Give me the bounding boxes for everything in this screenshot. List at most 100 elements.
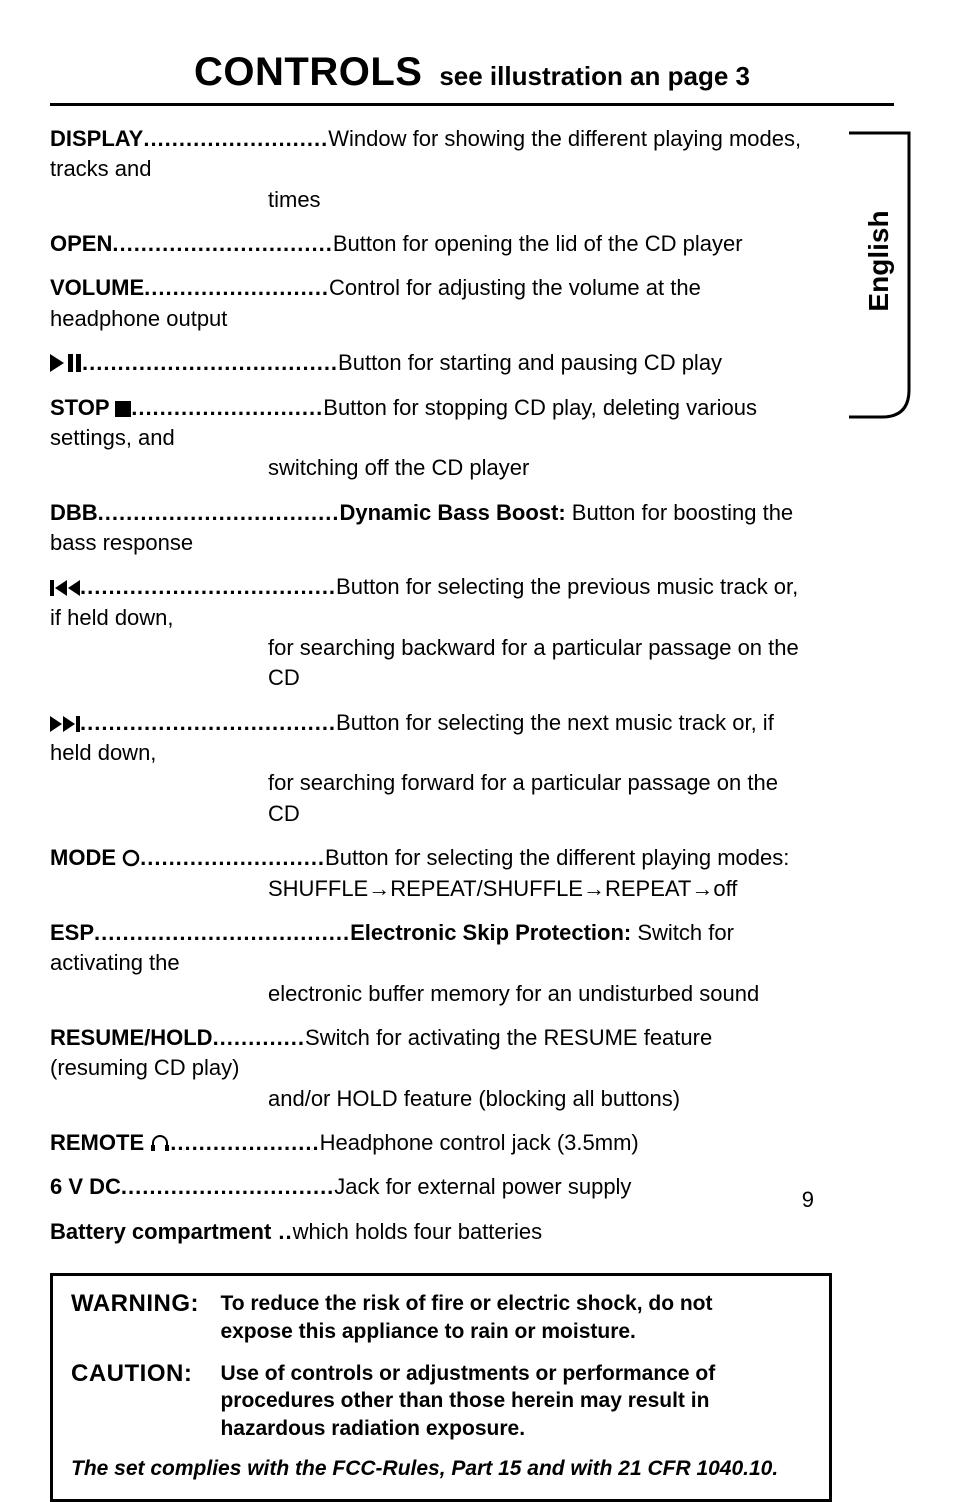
control-description: Button for opening the lid of the CD pla…	[333, 231, 743, 256]
control-term-icon	[50, 574, 80, 599]
control-row: ....................................Butt…	[50, 348, 810, 378]
control-row: REMOTE .....................Headphone co…	[50, 1128, 810, 1158]
mode-circle-icon	[122, 849, 140, 867]
control-term: REMOTE .....................	[50, 1130, 320, 1155]
play-pause-icon	[50, 354, 82, 372]
control-term: ....................................	[50, 574, 336, 599]
page-heading: CONTROLS see illustration an page 3	[50, 50, 894, 95]
control-desc-continuation: electronic buffer memory for an undistur…	[268, 979, 810, 1009]
control-term: 6 V DC..............................	[50, 1174, 334, 1199]
control-emphasis: Electronic Skip Protection:	[350, 920, 637, 945]
heading-rule	[50, 103, 894, 106]
control-term-text: VOLUME	[50, 275, 144, 300]
control-term-text: MODE	[50, 845, 122, 870]
warning-text: To reduce the risk of fire or electric s…	[220, 1290, 780, 1345]
dot-leader: .............	[213, 1025, 305, 1050]
control-description: Button for selecting the different playi…	[325, 845, 789, 870]
control-desc-continuation: SHUFFLE→REPEAT/SHUFFLE→REPEAT→off	[268, 874, 810, 904]
next-track-icon	[50, 716, 80, 732]
control-desc-continuation: for searching backward for a particular …	[268, 633, 810, 694]
control-desc-text: Jack for external power supply	[334, 1174, 631, 1199]
language-tab-label: English	[863, 210, 895, 311]
control-row: DBB..................................Dyn…	[50, 498, 810, 559]
control-row: 6 V DC..............................Jack…	[50, 1172, 810, 1202]
control-term: MODE ..........................	[50, 845, 325, 870]
control-row: ....................................Butt…	[50, 572, 810, 693]
control-term: DISPLAY..........................	[50, 126, 328, 151]
controls-list: DISPLAY..........................Window …	[50, 124, 810, 1247]
control-term: VOLUME..........................	[50, 275, 329, 300]
control-term: Battery compartment ..	[50, 1219, 293, 1244]
control-term-text: 6 V DC	[50, 1174, 121, 1199]
control-row: STOP ...........................Button f…	[50, 393, 810, 484]
dot-leader: ....................................	[80, 710, 336, 735]
dot-leader: ....................................	[80, 574, 336, 599]
caution-row: CAUTION: Use of controls or adjustments …	[71, 1360, 811, 1443]
control-description: Jack for external power supply	[334, 1174, 631, 1199]
control-term-text: STOP	[50, 395, 115, 420]
dot-leader: ..................................	[98, 500, 340, 525]
control-term-icon	[115, 395, 131, 420]
control-row: DISPLAY..........................Window …	[50, 124, 810, 215]
control-term-icon	[150, 1130, 170, 1155]
language-tab: English	[846, 130, 912, 420]
control-row: ....................................Butt…	[50, 708, 810, 829]
control-row: Battery compartment ..which holds four b…	[50, 1217, 810, 1247]
control-term-text: Battery compartment	[50, 1219, 271, 1244]
headphones-icon	[150, 1134, 170, 1152]
control-row: OPEN...............................Butto…	[50, 229, 810, 259]
control-desc-text: Button for starting and pausing CD play	[338, 350, 722, 375]
control-desc-text: Button for opening the lid of the CD pla…	[333, 231, 743, 256]
page-number: 9	[802, 1187, 814, 1213]
stop-icon	[115, 401, 131, 417]
control-term: ....................................	[50, 350, 338, 375]
dot-leader: ..........................	[143, 126, 328, 151]
dot-leader: ....................................	[82, 350, 338, 375]
dot-leader: ..	[271, 1219, 292, 1244]
caution-label: CAUTION:	[71, 1360, 216, 1388]
dot-leader: .....................	[170, 1130, 319, 1155]
control-term: RESUME/HOLD.............	[50, 1025, 305, 1050]
control-term-text: DISPLAY	[50, 126, 143, 151]
warning-label: WARNING:	[71, 1290, 216, 1318]
control-term-icon	[122, 845, 140, 870]
dot-leader: ..............................	[121, 1174, 334, 1199]
control-term-text: RESUME/HOLD	[50, 1025, 213, 1050]
caution-text: Use of controls or adjustments or perfor…	[220, 1360, 780, 1443]
manual-page: CONTROLS see illustration an page 3 Engl…	[0, 0, 954, 1273]
control-term: ESP....................................	[50, 920, 350, 945]
control-term: DBB..................................	[50, 500, 340, 525]
control-description: which holds four batteries	[293, 1219, 542, 1244]
compliance-text: The set complies with the FCC-Rules, Par…	[71, 1457, 811, 1481]
control-term-icon	[50, 350, 82, 375]
control-desc-text: which holds four batteries	[293, 1219, 542, 1244]
control-desc-continuation: times	[268, 185, 810, 215]
control-emphasis: Dynamic Bass Boost:	[340, 500, 572, 525]
dot-leader: ...............................	[112, 231, 332, 256]
heading-main: CONTROLS	[194, 50, 422, 94]
control-row: MODE ..........................Button fo…	[50, 843, 810, 904]
control-term: STOP ...........................	[50, 395, 323, 420]
control-row: VOLUME..........................Control …	[50, 273, 810, 334]
control-term-icon	[50, 710, 80, 735]
control-term: ....................................	[50, 710, 336, 735]
dot-leader: ...........................	[131, 395, 323, 420]
control-desc-text: Headphone control jack (3.5mm)	[320, 1130, 639, 1155]
warning-box: WARNING: To reduce the risk of fire or e…	[50, 1273, 832, 1502]
control-term-text: ESP	[50, 920, 94, 945]
dot-leader: ..........................	[140, 845, 325, 870]
warning-row: WARNING: To reduce the risk of fire or e…	[71, 1290, 811, 1345]
control-description: Button for starting and pausing CD play	[338, 350, 722, 375]
heading-sub: see illustration an page 3	[439, 61, 750, 91]
prev-track-icon	[50, 580, 80, 596]
control-desc-text: Button for selecting the different playi…	[325, 845, 789, 870]
dot-leader: ..........................	[144, 275, 329, 300]
dot-leader: ....................................	[94, 920, 350, 945]
control-description: Headphone control jack (3.5mm)	[320, 1130, 639, 1155]
control-row: ESP....................................E…	[50, 918, 810, 1009]
control-desc-continuation: switching off the CD player	[268, 453, 810, 483]
control-term-text: OPEN	[50, 231, 112, 256]
control-term-text: REMOTE	[50, 1130, 150, 1155]
control-desc-continuation: for searching forward for a particular p…	[268, 768, 810, 829]
control-term: OPEN...............................	[50, 231, 333, 256]
